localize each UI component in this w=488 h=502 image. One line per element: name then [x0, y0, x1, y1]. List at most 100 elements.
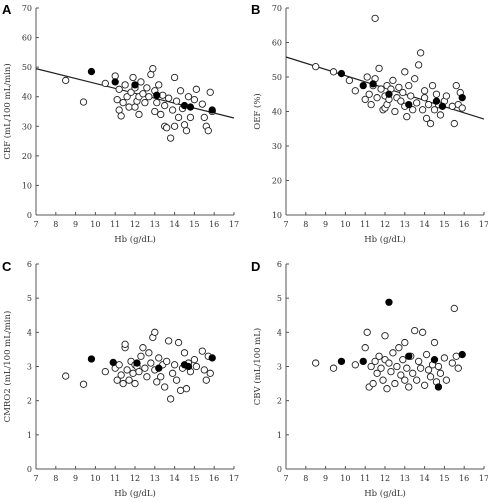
x-tick-label: 8 [303, 220, 308, 229]
x-tick-label: 16 [459, 220, 469, 229]
data-point-open [141, 364, 149, 372]
y-tick-label: 70 [272, 4, 282, 13]
data-point-open [411, 326, 419, 335]
data-point-filled [432, 97, 441, 105]
y-tick-label: 3 [277, 363, 282, 372]
data-point-open [418, 106, 427, 114]
data-point-open [115, 85, 123, 93]
data-point-filled [155, 364, 163, 372]
panel-label: A [2, 2, 12, 17]
panel-b: B 7 8 9 10 11 12 13 14 15 16 17 10 20 30 40 50 60 70 Hb (g/… [251, 2, 488, 245]
data-point-open [391, 107, 399, 116]
x-tick-label: 15 [189, 220, 199, 229]
data-point-open [101, 367, 109, 376]
data-point-open [166, 134, 175, 142]
data-point-open [448, 102, 456, 110]
data-point-filled [133, 359, 141, 367]
x-tick-label: 17 [479, 474, 488, 483]
data-point-filled [180, 101, 189, 110]
data-point-open [198, 100, 206, 108]
data-point-open [157, 110, 165, 119]
x-tick-label: 7 [283, 474, 288, 483]
data-point-open [165, 94, 173, 102]
y-tick-label: 2 [277, 397, 282, 406]
data-point-open [117, 371, 125, 379]
data-point-open [442, 92, 451, 100]
data-point-open [351, 87, 359, 95]
data-point-filled [405, 100, 413, 109]
data-point-open [176, 87, 185, 95]
data-point-filled [405, 352, 413, 360]
data-point-open [166, 395, 175, 403]
data-point-filled [438, 102, 447, 110]
data-point-open [436, 369, 445, 377]
data-point-open [139, 90, 147, 98]
data-point-open [416, 49, 425, 57]
data-point-open [345, 76, 354, 85]
x-tick-label: 8 [53, 220, 58, 229]
x-tick-label: 16 [209, 220, 219, 229]
data-point-open [401, 338, 409, 347]
data-point-open [117, 112, 125, 120]
data-point-open [62, 372, 70, 380]
y-axis-title: CMRO2 (mL/100 mL/min) [2, 311, 13, 423]
data-point-filled [337, 357, 346, 366]
x-tick-label: 8 [53, 474, 58, 483]
data-point-filled [458, 94, 466, 102]
data-point-open [377, 364, 385, 372]
y-tick-label: 50 [272, 73, 282, 82]
y-tick-label: 0 [27, 211, 32, 220]
y-axis-title: CBV (mL/100 mL) [252, 328, 263, 405]
x-tick-label: 10 [90, 474, 100, 483]
data-point-open [329, 364, 338, 372]
data-point-open [206, 88, 214, 96]
data-point-open [115, 361, 123, 369]
y-tick-label: 2 [27, 397, 32, 406]
data-point-open [426, 373, 435, 381]
data-point-open [163, 357, 171, 366]
y-tick-label: 6 [27, 260, 32, 269]
data-point-open [442, 376, 451, 384]
y-tick-label: 10 [22, 181, 32, 190]
data-point-open [174, 113, 183, 122]
data-point-open [367, 100, 375, 109]
data-point-filled [458, 350, 466, 359]
data-point-open [192, 85, 201, 93]
x-tick-label: 9 [323, 474, 328, 483]
data-point-open [115, 106, 123, 114]
x-axis-title: Hb (g/dL) [364, 234, 406, 245]
data-point-filled [87, 355, 96, 363]
data-point-open [79, 98, 88, 106]
data-point-open [371, 14, 379, 23]
data-point-open [123, 366, 131, 374]
data-point-open [413, 99, 421, 107]
data-point-open [176, 386, 185, 395]
x-tick-label: 12 [130, 220, 140, 229]
x-tick-label: 13 [150, 220, 160, 229]
data-point-open [159, 91, 167, 99]
x-tick-label: 17 [229, 474, 239, 483]
data-point-open [192, 362, 201, 371]
data-point-filled [434, 383, 443, 391]
y-tick-label: 5 [27, 294, 32, 303]
data-point-open [139, 344, 147, 352]
data-point-open [329, 68, 338, 76]
data-point-open [375, 352, 383, 360]
y-tick-label: 20 [272, 177, 282, 186]
x-tick-label: 13 [400, 220, 410, 229]
data-point-open [111, 72, 119, 80]
data-point-open [200, 113, 208, 122]
y-tick-label: 70 [22, 4, 32, 13]
data-point-open [365, 90, 373, 98]
data-point-open [200, 366, 208, 374]
data-point-open [137, 352, 145, 360]
data-point-open [161, 101, 169, 110]
x-tick-label: 14 [420, 474, 430, 483]
y-tick-label: 1 [277, 431, 282, 440]
data-point-open [131, 103, 139, 111]
data-point-open [405, 81, 413, 90]
data-point-open [393, 362, 401, 371]
x-tick-label: 11 [360, 474, 370, 483]
